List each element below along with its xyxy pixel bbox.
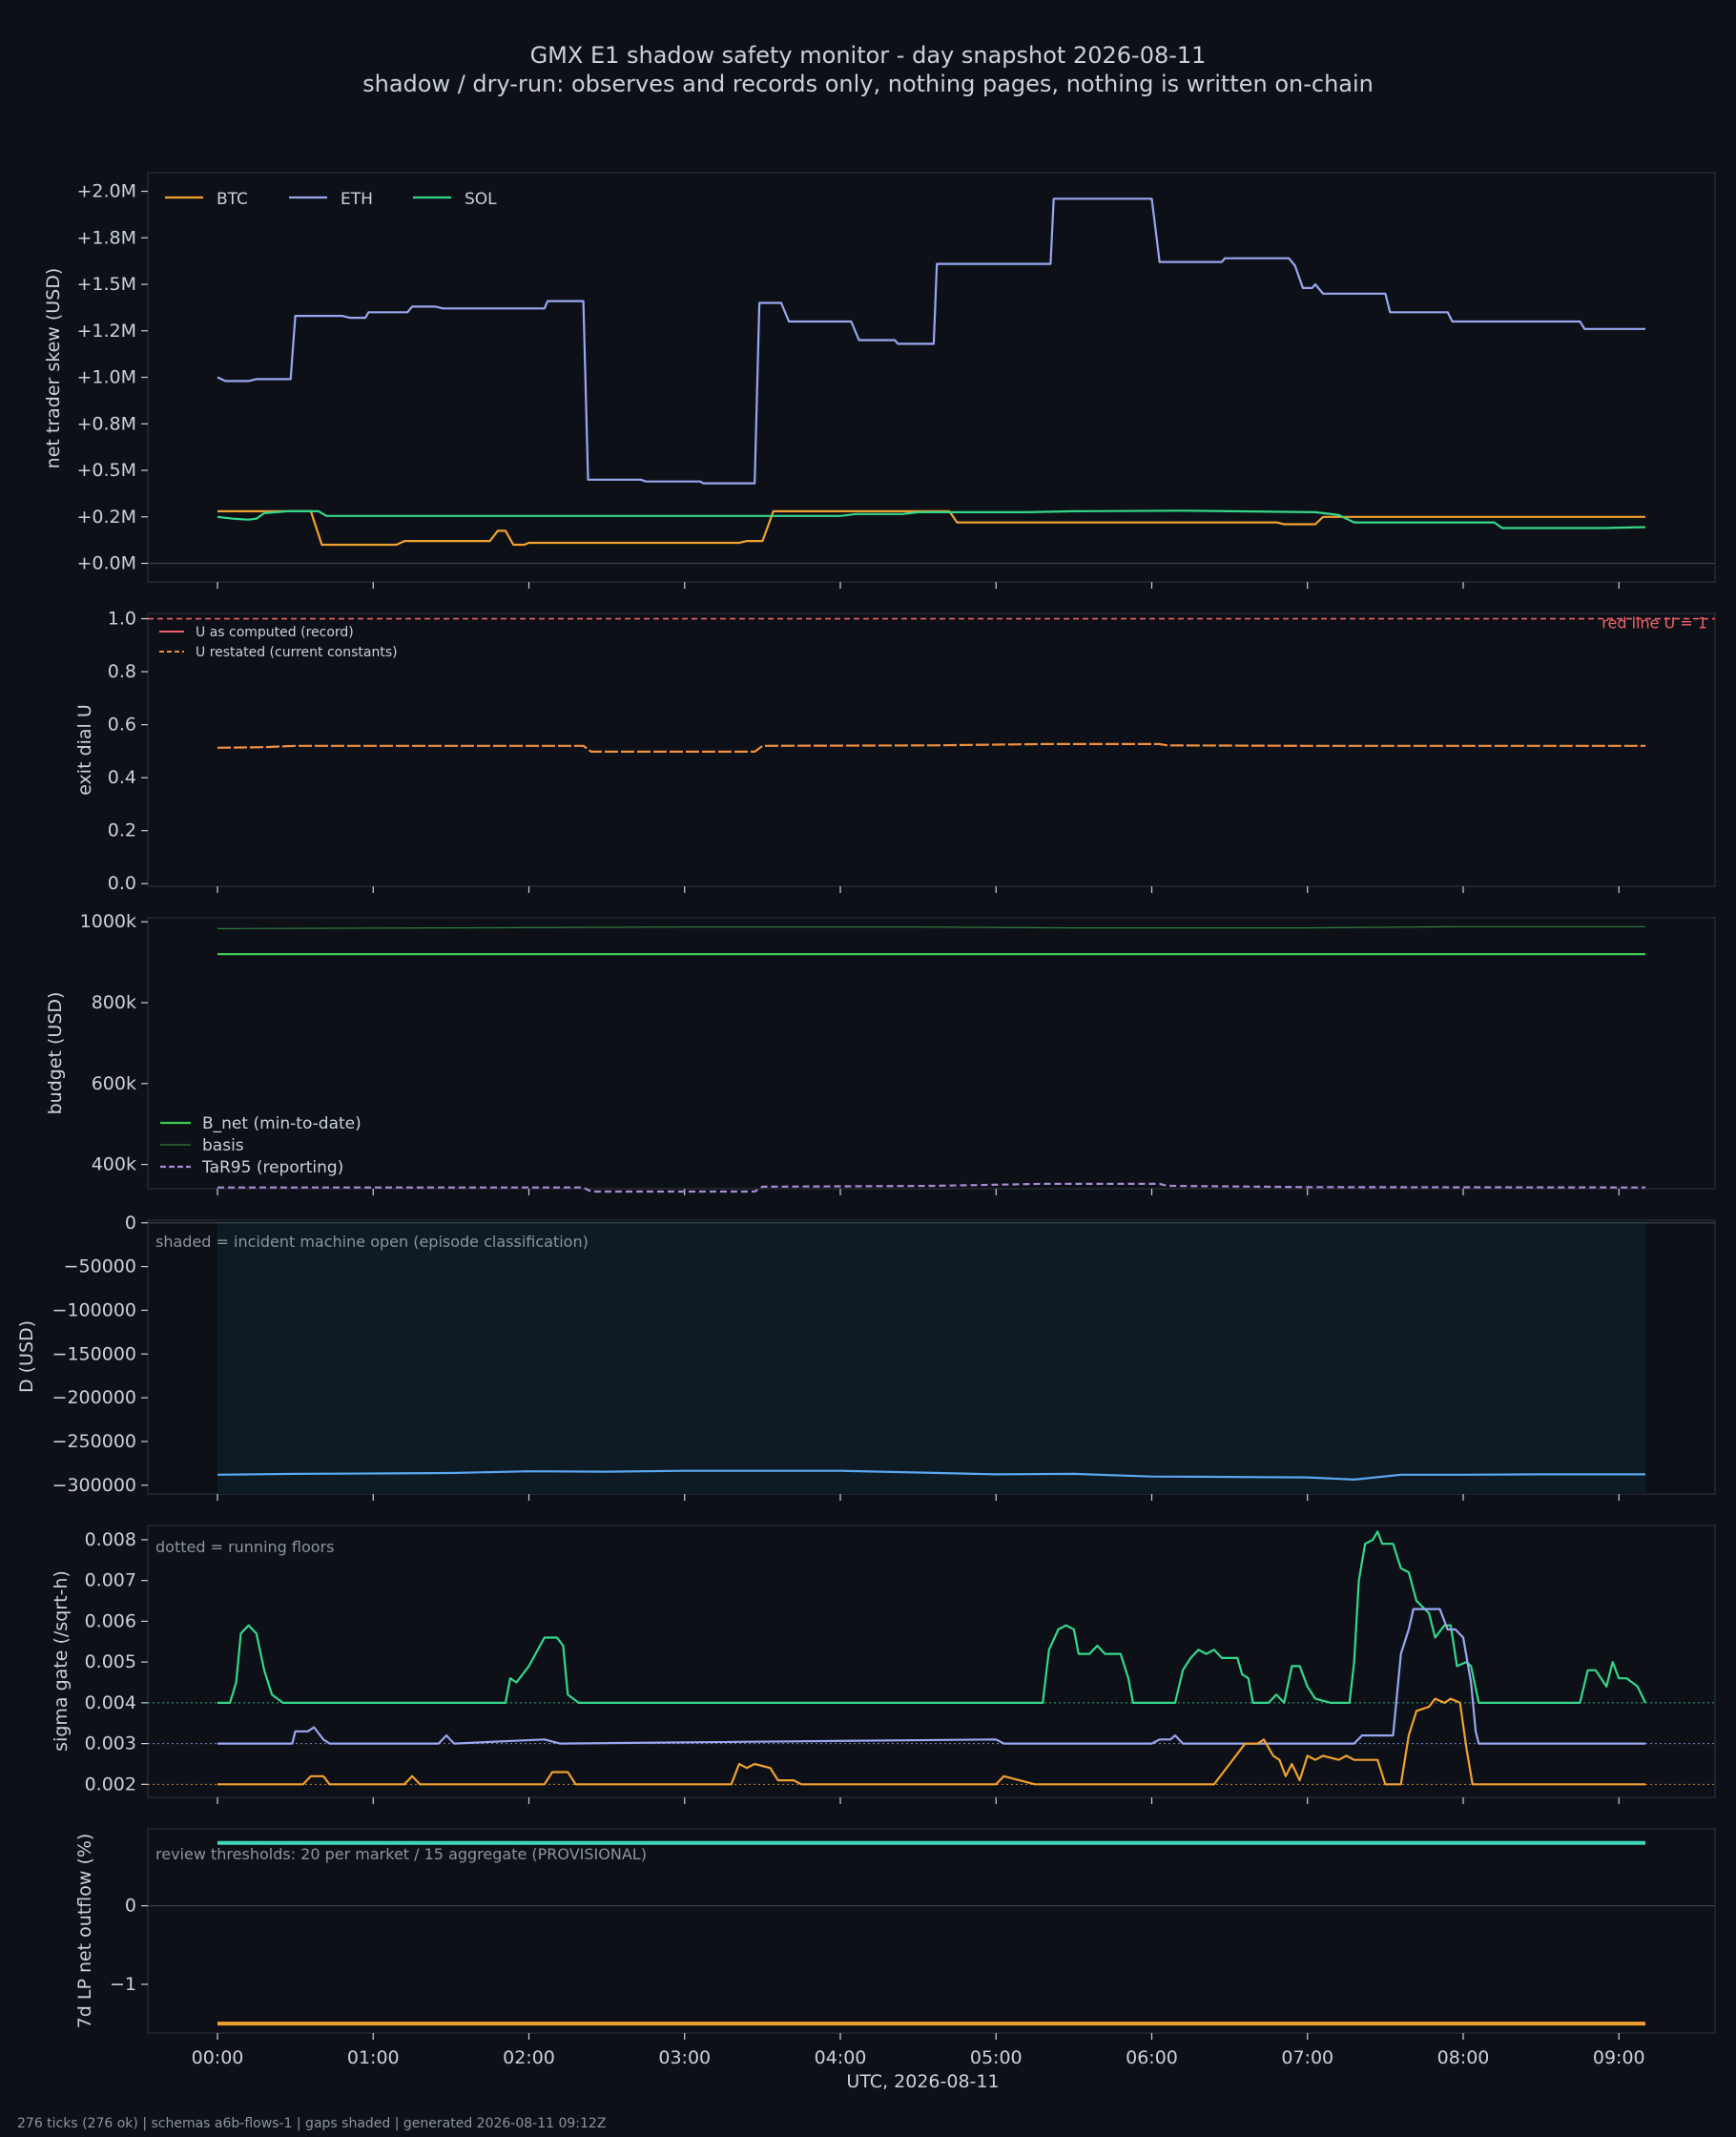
y-tick-label: −250000 <box>52 1431 136 1452</box>
y-tick-label: 800k <box>92 992 136 1013</box>
panel-3: 400k 600k 800k 1000k budget (USD) B_net (min-… <box>45 911 1716 1195</box>
y-tick-label: +0.8M <box>76 413 136 434</box>
x-tick-label: 00:00 <box>192 2047 244 2068</box>
y-tick-label: +2.0M <box>76 181 136 202</box>
panel-frame <box>147 1525 1716 1798</box>
x-tick-label: 03:00 <box>658 2047 711 2068</box>
panel-annotation: shaded = incident machine open (episode … <box>155 1233 589 1251</box>
panel-annotation: review thresholds: 20 per market / 15 ag… <box>155 1845 647 1863</box>
panel-5: 0.002 0.003 0.004 0.005 0.006 0.007 0.008 sigma… <box>51 1525 1716 1804</box>
legend-label-sol: SOL <box>465 190 497 209</box>
x-tick-label: 01:00 <box>347 2047 400 2068</box>
x-tick-label: 07:00 <box>1281 2047 1333 2068</box>
red-line-label: red line U = 1 <box>1602 614 1707 633</box>
series-line-eth <box>217 197 1645 485</box>
panel-annotation: dotted = running floors <box>155 1538 334 1556</box>
y-tick-label: 0.8 <box>108 661 136 682</box>
chart-title: GMX E1 shadow safety monitor - day snaps… <box>530 42 1207 69</box>
y-tick-label: −200000 <box>52 1387 136 1408</box>
y-tick-label: 1.0 <box>108 609 136 630</box>
series-line-sol <box>217 1530 1646 1704</box>
footer-status: 276 ticks (276 ok) | schemas a6b-flows-1… <box>17 2116 606 2131</box>
y-tick-label: 0.006 <box>85 1610 136 1631</box>
legend-label: U as computed (record) <box>196 625 354 640</box>
y-axis-label: net trader skew (USD) <box>43 268 64 469</box>
y-tick-label: −100000 <box>52 1299 136 1320</box>
legend-label: basis <box>202 1136 244 1155</box>
y-tick-label: +1.2M <box>76 321 136 342</box>
y-tick-label: 600k <box>92 1073 136 1094</box>
series-line-btc <box>217 1697 1645 1786</box>
y-tick-label: 0.003 <box>85 1733 136 1754</box>
y-tick-label: 0.004 <box>85 1692 136 1713</box>
y-tick-label: +1.0M <box>76 367 136 388</box>
legend-label: TaR95 (reporting) <box>201 1158 343 1177</box>
y-tick-label: −150000 <box>52 1343 136 1364</box>
y-tick-label: +0.0M <box>76 553 136 574</box>
x-tick-label: 04:00 <box>815 2047 867 2068</box>
panel-2: 0.0 0.2 0.4 0.6 0.8 1.0 exit dial U red line U … <box>74 609 1716 894</box>
y-tick-label: 0.007 <box>85 1570 136 1591</box>
y-tick-label: +0.5M <box>76 460 136 481</box>
x-tick-label: 05:00 <box>970 2047 1023 2068</box>
y-tick-label: +1.5M <box>76 274 136 295</box>
y-tick-label: −1 <box>110 1974 136 1995</box>
y-tick-label: 0.0 <box>108 873 136 894</box>
legend-label: U restated (current constants) <box>196 645 398 660</box>
y-tick-label: −300000 <box>52 1475 136 1496</box>
y-tick-label: 0.6 <box>108 715 136 736</box>
x-tick-label: 08:00 <box>1437 2047 1490 2068</box>
series-line-u-restated-current-constants- <box>217 742 1645 753</box>
series-line-eth <box>217 1608 1645 1745</box>
panels-layer: +0.0M +0.2M +0.5M +0.8M +1.0M +1.2M +1.5M +1.8M… <box>16 172 1716 2092</box>
y-tick-label: +0.2M <box>76 507 136 528</box>
y-tick-label: 0.002 <box>85 1774 136 1795</box>
y-tick-label: 0.008 <box>85 1529 136 1550</box>
y-tick-label: −50000 <box>64 1256 136 1277</box>
legend-label-btc: BTC <box>217 190 248 209</box>
x-tick-label: 06:00 <box>1126 2047 1178 2068</box>
panel-frame <box>147 917 1716 1190</box>
series-line-basis <box>217 925 1645 929</box>
y-axis-label: budget (USD) <box>45 992 66 1115</box>
series-line-tar95-reporting- <box>217 1182 1646 1193</box>
legend-label: B_net (min-to-date) <box>202 1114 362 1133</box>
panel-frame <box>147 612 1716 887</box>
y-tick-label: 0 <box>125 1213 136 1234</box>
y-tick-label: 0.4 <box>108 767 136 788</box>
y-tick-label: 0.2 <box>108 820 136 841</box>
panel-6: 0 −1 7d LP net outflow (%) review threshold… <box>74 1828 1716 2092</box>
panel-frame <box>147 1828 1716 2034</box>
y-axis-label: D (USD) <box>16 1320 37 1393</box>
y-axis-label: 7d LP net outflow (%) <box>74 1834 95 2029</box>
y-tick-label: +1.8M <box>76 227 136 248</box>
x-axis-label: UTC, 2026-08-11 <box>846 2071 999 2092</box>
y-tick-label: 400k <box>92 1154 136 1175</box>
chart-subtitle: shadow / dry-run: observes and records o… <box>362 71 1374 97</box>
panel-4: 0 −50000 −100000 −150000 −200000 −250000 −3000… <box>16 1213 1716 1501</box>
x-tick-label: 02:00 <box>503 2047 555 2068</box>
series-line-d <box>217 1469 1645 1481</box>
x-tick-label: 09:00 <box>1593 2047 1645 2068</box>
y-tick-label: 0 <box>125 1896 136 1917</box>
y-axis-label: sigma gate (/sqrt-h) <box>51 1570 72 1752</box>
y-tick-label: 1000k <box>80 911 136 932</box>
y-tick-label: 0.005 <box>85 1651 136 1672</box>
series-line-sol <box>217 509 1646 529</box>
incident-shading <box>217 1220 1645 1494</box>
panel-frame <box>147 172 1716 583</box>
panel-1: +0.0M +0.2M +0.5M +0.8M +1.0M +1.2M +1.5M +1.8M… <box>43 172 1716 589</box>
legend-label-eth: ETH <box>341 190 373 209</box>
y-axis-label: exit dial U <box>74 704 95 796</box>
series-line-btc <box>217 509 1645 547</box>
